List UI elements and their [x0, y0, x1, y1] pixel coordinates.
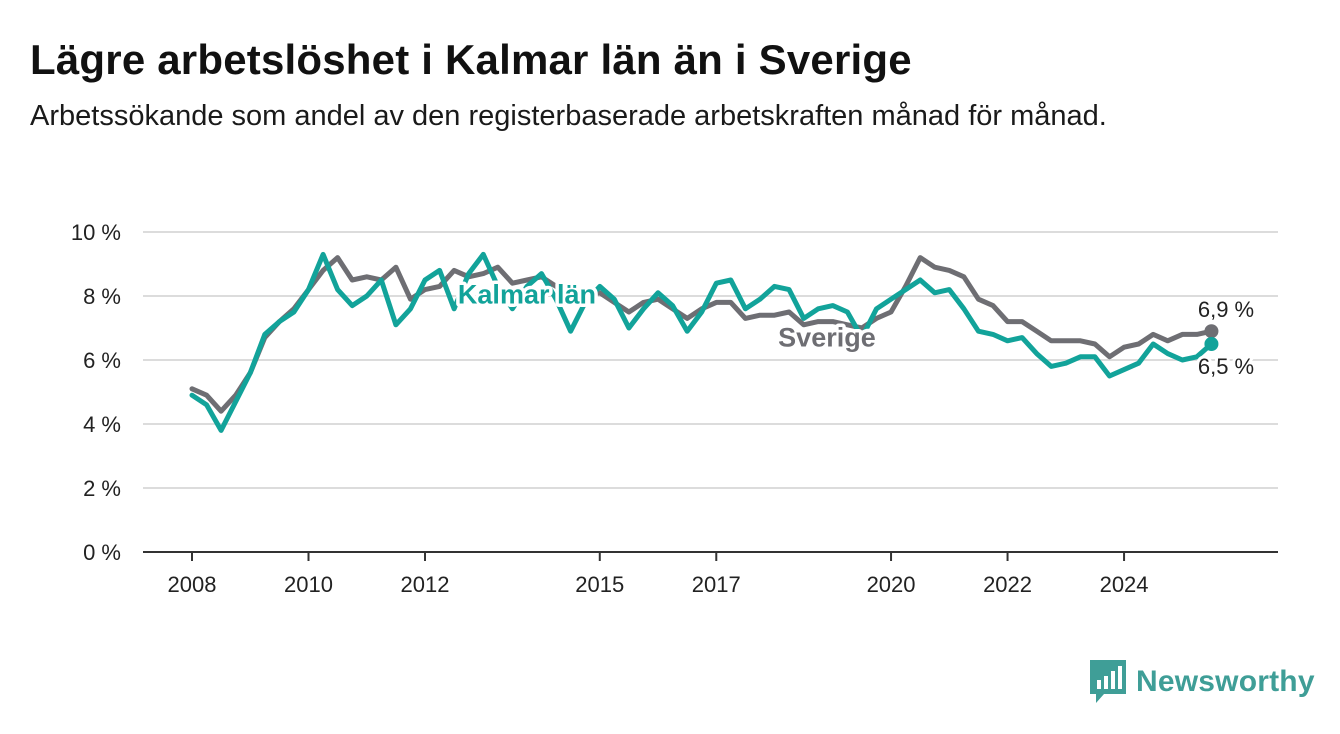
y-tick-label: 0 %: [83, 540, 121, 565]
y-tick-label: 2 %: [83, 476, 121, 501]
series-end-point: [1204, 337, 1219, 351]
series-labels: Kalmar län Sverige 6,9 % 6,5 %: [454, 276, 1257, 382]
series-line-sverige: [189, 255, 1214, 414]
chart-subtitle: Arbetssökande som andel av den registerb…: [30, 100, 1107, 132]
axes: 0 % 2 % 4 % 6 % 8 % 10 % 2008 2010 2012 2015 2017 2…: [71, 220, 1278, 597]
x-tick-label: 2020: [867, 572, 916, 597]
series-name-label: Kalmar län: [458, 279, 596, 309]
newsworthy-logo-icon: [1090, 660, 1126, 703]
series-line-kalmar-lan: [189, 251, 1214, 433]
x-tick-label: 2012: [401, 572, 450, 597]
y-tick-label: 4 %: [83, 412, 121, 437]
series-name-label: Sverige: [778, 323, 876, 353]
y-tick-label: 10 %: [71, 220, 121, 245]
x-tick-label: 2024: [1100, 572, 1149, 597]
end-value-label-sverige: 6,9 %: [1198, 297, 1254, 322]
end-value-label-kalmar-lan: 6,5 %: [1198, 354, 1254, 379]
brand-name: Newsworthy: [1136, 665, 1315, 698]
x-tick-label: 2015: [575, 572, 624, 597]
x-tick-label: 2022: [983, 572, 1032, 597]
brand[interactable]: Newsworthy: [1090, 660, 1315, 704]
chart-title: Lägre arbetslöshet i Kalmar län än i Sve…: [30, 36, 912, 83]
x-tick-label: 2017: [692, 572, 741, 597]
x-tick-label: 2008: [168, 572, 217, 597]
y-tick-label: 8 %: [83, 284, 121, 309]
gridlines: [143, 231, 1278, 489]
series-lines: [189, 251, 1219, 433]
x-tick-label: 2010: [284, 572, 333, 597]
series-end-point: [1204, 324, 1219, 339]
y-tick-label: 6 %: [83, 348, 121, 373]
